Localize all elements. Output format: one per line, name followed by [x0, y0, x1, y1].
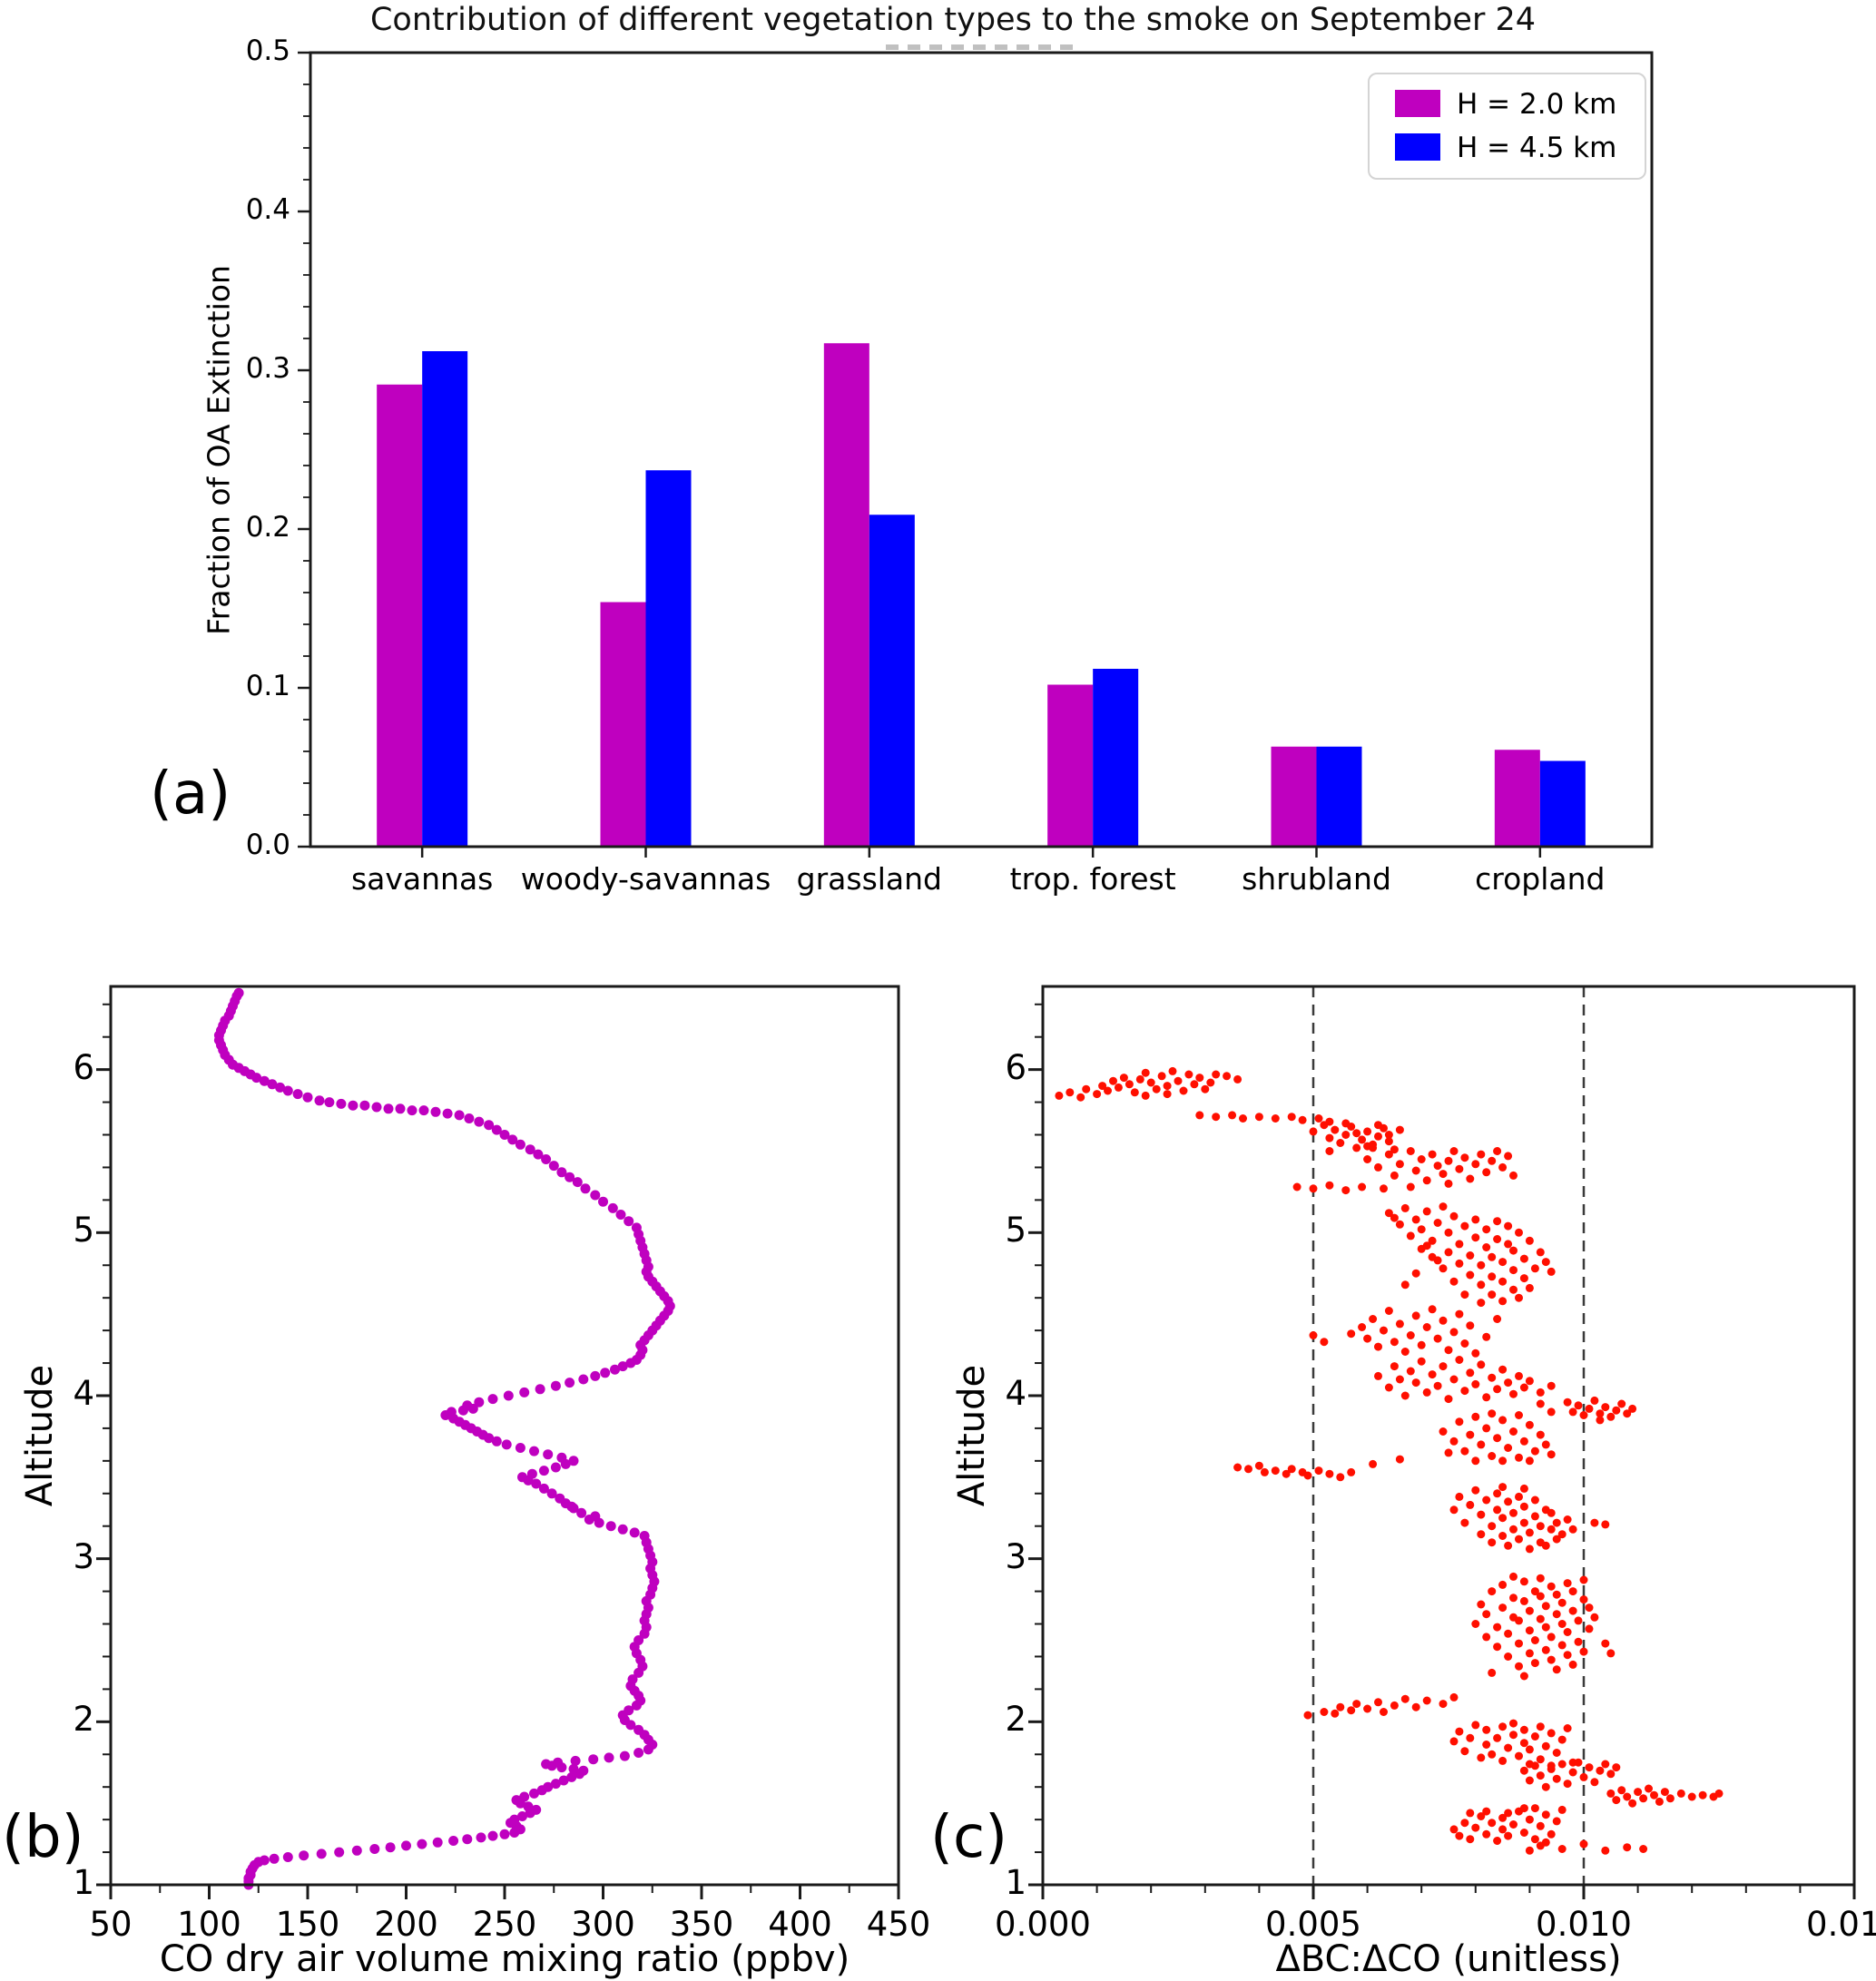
y-tick-label: 3	[1005, 1536, 1026, 1576]
axes-spines	[109, 985, 900, 1887]
figure-title: Contribution of different vegetation typ…	[369, 2, 1537, 38]
x-tick-label: 350	[669, 1905, 734, 1944]
legend-swatch-h45-blue	[1395, 133, 1440, 161]
panel-c-letter: (c)	[930, 1804, 1008, 1871]
x-tick-label: 50	[89, 1905, 133, 1944]
bar-series	[377, 343, 1586, 847]
category-tick-label: trop. forest	[1009, 861, 1176, 897]
legend-swatch-h2-magenta	[1395, 90, 1440, 117]
x-tick-label: 400	[768, 1905, 832, 1944]
y-tick-label: 5	[73, 1211, 94, 1250]
axes-spines	[309, 51, 1654, 848]
panel-a-plot	[298, 51, 1654, 858]
legend-label-h2: H = 2.0 km	[1457, 88, 1617, 121]
bar	[1539, 760, 1586, 847]
category-tick-label: grassland	[796, 861, 943, 897]
x-tick-label: 300	[571, 1905, 635, 1944]
y-tick-label: 0.4	[245, 193, 290, 226]
category-tick-label: shrubland	[1242, 861, 1391, 897]
bar	[869, 515, 915, 847]
panel-b-plot	[96, 985, 900, 1899]
x-tick-label: 0.005	[1265, 1905, 1361, 1944]
x-tick-label: 200	[374, 1905, 438, 1944]
bar	[1494, 750, 1540, 847]
bar	[1047, 684, 1094, 847]
bar	[1316, 746, 1362, 847]
category-tick-label: cropland	[1475, 861, 1606, 897]
x-tick-label: 0.000	[995, 1905, 1091, 1944]
panel-b-x-axis-label: CO dry air volume mixing ratio (ppbv)	[159, 1938, 850, 1980]
legend: H = 2.0 km H = 4.5 km	[1368, 73, 1646, 180]
y-tick-label: 0.2	[245, 511, 290, 544]
bar	[1093, 669, 1139, 847]
legend-label-h45: H = 4.5 km	[1457, 132, 1617, 164]
y-tick-label: 4	[73, 1373, 94, 1413]
bar	[645, 470, 692, 847]
bar	[823, 343, 869, 847]
y-tick-label: 5	[1005, 1211, 1026, 1250]
y-tick-label: 0.0	[245, 829, 290, 861]
stray-dashes-artifact	[886, 44, 1073, 50]
bar	[422, 351, 468, 847]
x-tick-label: 0.010	[1536, 1905, 1632, 1944]
y-tick-label: 0.5	[245, 34, 290, 67]
y-tick-label: 6	[73, 1047, 94, 1087]
y-tick-label: 0.1	[245, 670, 290, 702]
y-tick-label: 2	[1005, 1700, 1026, 1740]
y-tick-label: 4	[1005, 1373, 1026, 1413]
y-tick-label: 3	[73, 1536, 94, 1576]
panel-b-letter: (b)	[2, 1804, 84, 1871]
bar	[377, 384, 423, 847]
bar	[600, 602, 646, 847]
category-tick-label: savannas	[350, 861, 494, 897]
scatter-series	[213, 987, 675, 1890]
y-tick-label: 0.3	[245, 352, 290, 385]
y-tick-label: 1	[73, 1863, 94, 1902]
x-tick-label: 0.015	[1806, 1905, 1876, 1944]
panel-c-plot	[1028, 985, 1856, 1899]
bar	[1271, 746, 1317, 847]
y-tick-label: 6	[1005, 1047, 1026, 1087]
y-tick-label: 2	[73, 1700, 94, 1740]
panel-c-x-axis-label: ΔBC:ΔCO (unitless)	[1275, 1938, 1622, 1980]
panel-a-letter: (a)	[150, 760, 231, 828]
x-tick-label: 100	[177, 1905, 241, 1944]
y-tick-label: 1	[1005, 1863, 1026, 1902]
x-tick-label: 450	[866, 1905, 931, 1944]
category-tick-label: woody-savannas	[520, 861, 771, 897]
x-tick-label: 250	[472, 1905, 537, 1944]
scatter-series	[1055, 1066, 1724, 1855]
x-tick-label: 150	[275, 1905, 340, 1944]
axes-spines	[1041, 985, 1856, 1887]
